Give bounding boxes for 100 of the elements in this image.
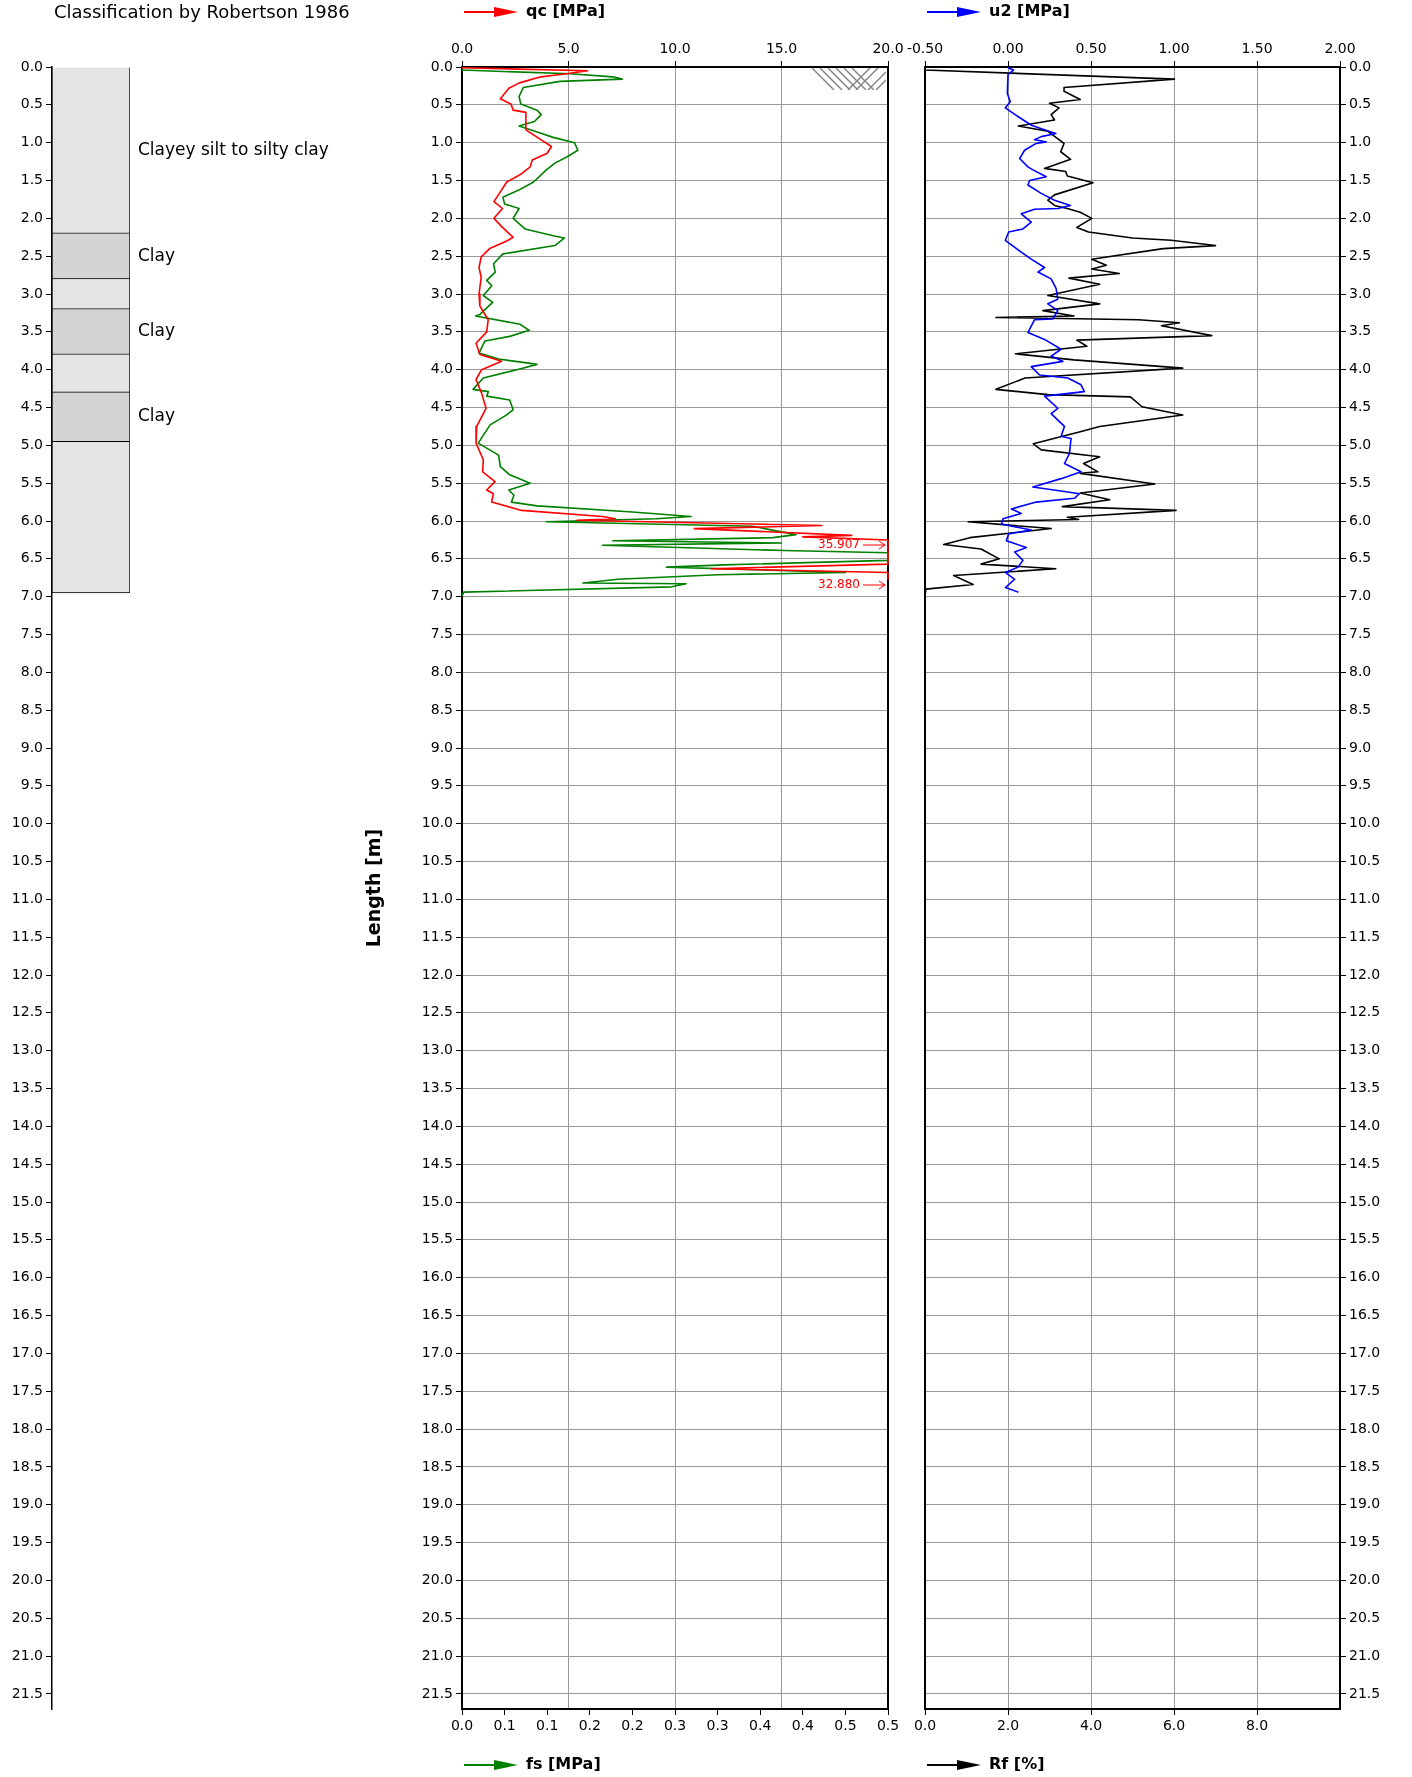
y-tick-label: 1.0 <box>1349 133 1372 150</box>
y-tick-label: 14.0 <box>1349 1117 1381 1133</box>
y-tick-label: 12.0 <box>11 965 43 982</box>
y-tick-label: 5.0 <box>20 435 43 452</box>
y-tick-label: 5.0 <box>1349 435 1372 452</box>
y-tick-label: 0.5 <box>430 95 453 112</box>
y-tick-label: 19.5 <box>1349 1533 1381 1550</box>
y-tick-label: 19.0 <box>421 1495 453 1512</box>
y-tick-label: 16.5 <box>1349 1306 1381 1323</box>
y-tick-label: 14.0 <box>11 1117 43 1133</box>
y-tick-label: 6.0 <box>1349 511 1372 528</box>
y-tick-label: 5.0 <box>430 435 453 452</box>
y-tick-label: 0.5 <box>1349 95 1372 112</box>
x2-tick-label: 1.50 <box>1241 40 1273 57</box>
y-tick-label: 18.0 <box>11 1419 43 1436</box>
y-tick-label: 5.5 <box>430 473 453 490</box>
y-axis-title: Length [m] <box>362 828 385 948</box>
y-tick-label: 13.0 <box>1349 1041 1381 1058</box>
y-tick-label: 19.5 <box>421 1533 453 1550</box>
y-tick-label: 4.5 <box>1349 398 1372 415</box>
y-tick-label: 20.0 <box>1349 1571 1381 1587</box>
y-tick-label: 9.0 <box>1349 738 1372 755</box>
x2-tick-label: 15.0 <box>765 40 798 57</box>
y-tick-label: 10.0 <box>11 814 43 831</box>
legend-label: qc [MPa] <box>526 1 606 21</box>
y-tick-label: 21.5 <box>421 1684 453 1701</box>
y-tick-label: 4.0 <box>1349 360 1372 377</box>
y-tick-label: 13.5 <box>1349 1079 1381 1096</box>
y-tick-label: 20.5 <box>421 1608 453 1625</box>
y-tick-label: 7.5 <box>1349 625 1372 642</box>
y-tick-label: 4.5 <box>430 398 453 415</box>
x2-tick-label: -0.50 <box>906 40 944 57</box>
y-tick-label: 0.0 <box>20 57 43 74</box>
y-tick-label: 4.0 <box>20 360 43 377</box>
y-tick-label: 15.0 <box>11 1192 43 1209</box>
y-tick-label: 3.0 <box>1349 284 1372 301</box>
x-tick-label: 0.4 <box>749 1717 772 1734</box>
annotation: 32.880 <box>818 576 860 591</box>
y-tick-label: 9.0 <box>430 738 453 755</box>
y-tick-label: 2.0 <box>1349 208 1372 225</box>
x-tick-label: 0.2 <box>621 1717 644 1734</box>
y-tick-label: 14.5 <box>11 1154 43 1171</box>
x2-tick-label: 20.0 <box>872 40 904 57</box>
y-tick-label: 12.0 <box>1349 965 1381 982</box>
y-tick-label: 1.5 <box>1349 171 1372 188</box>
y-tick-label: 12.0 <box>421 965 453 982</box>
x2-tick-label: 2.00 <box>1324 40 1356 57</box>
y-tick-label: 5.5 <box>1349 473 1372 490</box>
y-tick-label: 16.5 <box>11 1306 43 1323</box>
y-tick-label: 11.0 <box>1349 889 1381 906</box>
legend-label: fs [MPa] <box>526 1754 601 1774</box>
y-tick-label: 10.0 <box>1349 814 1381 831</box>
y-tick-label: 20.0 <box>11 1571 43 1587</box>
x-tick-label: 8.0 <box>1245 1717 1269 1734</box>
y-tick-label: 0.5 <box>20 95 43 112</box>
x2-tick-label: 0.00 <box>992 40 1024 57</box>
x-tick-label: 0.4 <box>791 1717 815 1734</box>
x-tick-label: 0.5 <box>834 1717 857 1734</box>
y-tick-label: 11.0 <box>11 889 43 906</box>
y-tick-label: 15.5 <box>11 1230 43 1247</box>
y-tick-label: 8.5 <box>20 700 43 717</box>
series-label: Clayey silt to silty clay <box>138 138 329 159</box>
x-tick-label: 4.0 <box>1079 1717 1103 1734</box>
y-tick-label: 18.0 <box>421 1419 453 1436</box>
y-tick-label: 15.0 <box>1349 1192 1381 1209</box>
y-tick-label: 13.0 <box>11 1041 43 1058</box>
y-tick-label: 2.5 <box>430 246 453 263</box>
y-tick-label: 21.5 <box>11 1684 43 1701</box>
y-tick-label: 21.5 <box>1349 1684 1381 1701</box>
y-tick-label: 15.0 <box>421 1192 453 1209</box>
x-tick-label: 0.5 <box>876 1717 900 1734</box>
y-tick-label: 14.0 <box>421 1117 453 1133</box>
y-tick-label: 8.0 <box>430 662 453 679</box>
y-tick-label: 10.5 <box>421 852 453 869</box>
y-tick-label: 6.5 <box>1349 549 1372 566</box>
y-tick-label: 18.0 <box>1349 1419 1381 1436</box>
y-tick-label: 1.0 <box>430 133 453 150</box>
y-tick-label: 3.5 <box>1349 322 1372 339</box>
x-tick-label: 0.1 <box>493 1717 516 1734</box>
y-tick-label: 2.5 <box>20 246 43 263</box>
y-tick-label: 8.0 <box>20 662 43 679</box>
y-tick-label: 20.5 <box>11 1608 43 1625</box>
y-tick-label: 16.5 <box>421 1306 453 1323</box>
x-tick-label: 0.0 <box>913 1717 937 1734</box>
y-tick-label: 16.0 <box>1349 1268 1381 1285</box>
y-tick-label: 17.5 <box>421 1381 453 1398</box>
y-tick-label: 20.5 <box>1349 1608 1381 1625</box>
y-tick-label: 8.5 <box>1349 700 1372 717</box>
y-tick-label: 4.0 <box>430 360 453 377</box>
x2-tick-label: 5.0 <box>557 40 580 57</box>
y-tick-label: 13.5 <box>11 1079 43 1096</box>
y-tick-label: 9.5 <box>430 776 453 793</box>
y-tick-label: 0.0 <box>430 57 453 74</box>
y-tick-label: 12.5 <box>1349 1003 1381 1020</box>
y-tick-label: 12.5 <box>11 1003 43 1020</box>
y-tick-label: 10.0 <box>421 814 453 831</box>
x2-tick-label: 10.0 <box>659 40 691 57</box>
y-tick-label: 10.5 <box>1349 852 1381 869</box>
y-tick-label: 17.0 <box>421 1344 453 1360</box>
y-tick-label: 7.5 <box>20 625 43 642</box>
